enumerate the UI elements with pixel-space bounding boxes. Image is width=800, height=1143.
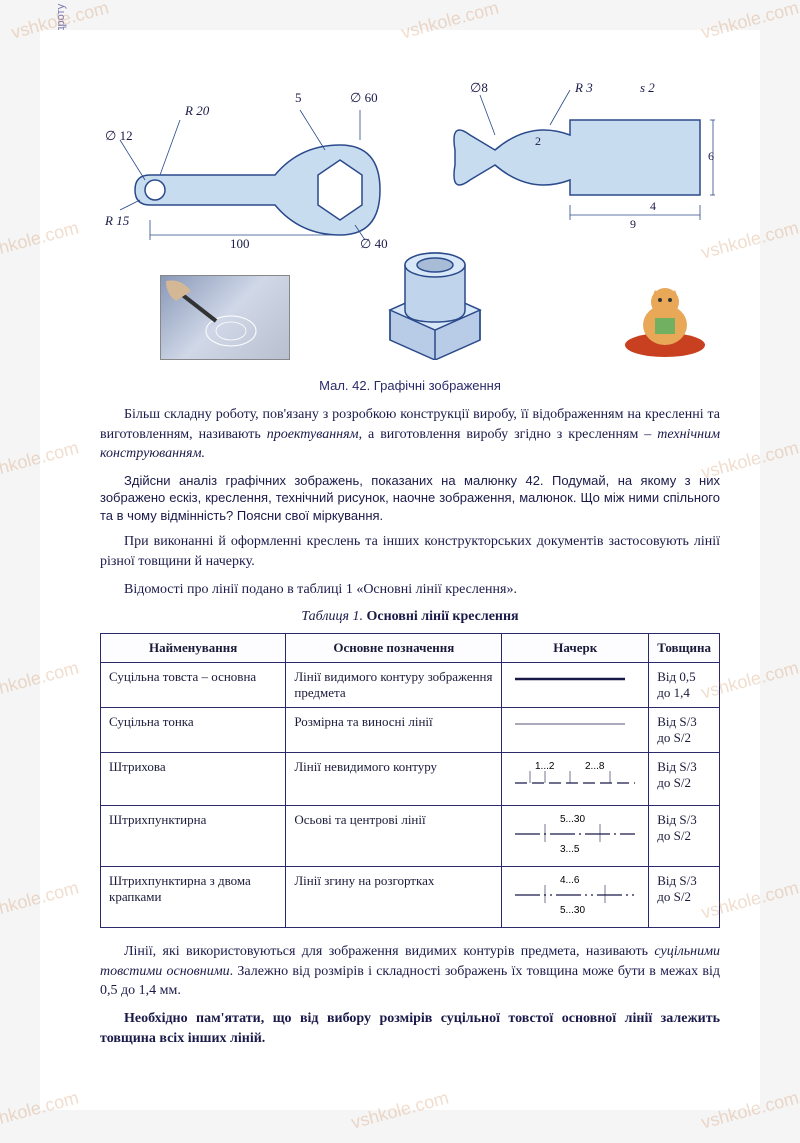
cell-desc: Розмірна та виносні лінії xyxy=(286,708,502,753)
paragraph-table-ref: Відомості про лінії подано в таблиці 1 «… xyxy=(100,580,720,600)
svg-text:R 20: R 20 xyxy=(184,103,210,118)
cell-desc: Осьові та центрові лінії xyxy=(286,806,502,867)
svg-text:5: 5 xyxy=(295,90,302,105)
wrench-drawing-right: ∅8 R 3 s 2 2 4 9 6 xyxy=(440,80,720,230)
svg-text:5...30: 5...30 xyxy=(560,814,585,825)
svg-text:6: 6 xyxy=(708,149,714,163)
paragraph-solid-lines: Лінії, які використовуються для зображен… xyxy=(100,942,720,1001)
cell-stroke-dashed: 1...2 2...8 xyxy=(502,753,649,806)
figure-42-diagrams: R 20 ∅ 12 R 15 100 5 ∅ 60 ∅ 40 ∅8 xyxy=(100,80,720,370)
cell-thick: Від S/3до S/2 xyxy=(649,708,720,753)
cell-desc: Лінії видимого контуру зображення предме… xyxy=(286,663,502,708)
svg-text:3...5: 3...5 xyxy=(560,844,580,855)
page-content: R 20 ∅ 12 R 15 100 5 ∅ 60 ∅ 40 ∅8 xyxy=(40,30,760,1110)
th-desc: Основне позначення xyxy=(286,634,502,663)
svg-text:2...8: 2...8 xyxy=(585,761,605,772)
text-italic: проектуванням xyxy=(267,427,359,442)
table-title-num: Таблиця 1. xyxy=(301,609,363,624)
cell-desc: Лінії невидимого контуру xyxy=(286,753,502,806)
cell-thick: Від S/3до S/2 xyxy=(649,753,720,806)
cell-stroke-dash-dot-dot: 4...6 5...30 xyxy=(502,867,649,928)
table-row: Суцільна тонка Розмірна та виносні лінії… xyxy=(101,708,720,753)
svg-text:R 15: R 15 xyxy=(104,213,130,228)
cell-name: Суцільна товста – основна xyxy=(101,663,286,708)
cell-thick: Від S/3до S/2 xyxy=(649,806,720,867)
text-span: Лінії, які використовуються для зображен… xyxy=(124,944,654,959)
cell-thick: Від 0,5до 1,4 xyxy=(649,663,720,708)
paragraph-analysis: Здійсни аналіз графічних зображень, пока… xyxy=(100,472,720,525)
svg-text:4...6: 4...6 xyxy=(560,875,580,886)
lines-table: Найменування Основне позначення Начерк Т… xyxy=(100,633,720,928)
table-row: Штрихпунктирна з двома крапками Лінії зг… xyxy=(101,867,720,928)
paragraph-proektuvannya: Більш складну роботу, пов'язану з розроб… xyxy=(100,405,720,464)
cartoon-cat-illustration xyxy=(620,280,710,360)
cell-name: Штрихпунктирна з двома крапками xyxy=(101,867,286,928)
th-thickness: Товщина xyxy=(649,634,720,663)
svg-text:∅ 12: ∅ 12 xyxy=(105,128,133,143)
paragraph-lines-usage: При виконанні й оформленні креслень та і… xyxy=(100,532,720,571)
svg-text:5...30: 5...30 xyxy=(560,905,585,916)
svg-text:R 3: R 3 xyxy=(574,80,593,95)
svg-text:4: 4 xyxy=(650,199,656,213)
cell-stroke-dash-dot: 5...30 3...5 xyxy=(502,806,649,867)
cell-thick: Від S/3до S/2 xyxy=(649,867,720,928)
svg-text:1...2: 1...2 xyxy=(535,761,555,772)
figure-caption: Мал. 42. Графічні зображення xyxy=(100,378,720,393)
table-row: Штрихпунктирна Осьові та центрові лінії … xyxy=(101,806,720,867)
cell-stroke-solid-thin xyxy=(502,708,649,753)
cell-desc: Лінії згину на розгортках xyxy=(286,867,502,928)
cell-name: Суцільна тонка xyxy=(101,708,286,753)
hand-drawing-photo xyxy=(160,275,290,360)
th-stroke: Начерк xyxy=(502,634,649,663)
table-row: Штрихова Лінії невидимого контуру 1...2 … xyxy=(101,753,720,806)
svg-text:s 2: s 2 xyxy=(640,80,655,95)
table-row: Суцільна товста – основна Лінії видимого… xyxy=(101,663,720,708)
cell-name: Штрихова xyxy=(101,753,286,806)
bushing-3d-drawing xyxy=(370,230,500,360)
svg-text:∅ 60: ∅ 60 xyxy=(350,90,378,105)
cell-stroke-solid-thick xyxy=(502,663,649,708)
cell-name: Штрихпунктирна xyxy=(101,806,286,867)
wrench-drawing-left: R 20 ∅ 12 R 15 100 5 ∅ 60 ∅ 40 xyxy=(100,80,390,250)
svg-text:100: 100 xyxy=(230,236,250,250)
svg-text:9: 9 xyxy=(630,217,636,230)
paragraph-important-note: Необхідно пам'ятати, що від вибору розмі… xyxy=(100,1009,720,1048)
svg-text:2: 2 xyxy=(535,134,541,148)
text-span: , а виготовлення виробу згідно з креслен… xyxy=(359,427,658,442)
th-name: Найменування xyxy=(101,634,286,663)
table-title: Таблиця 1. Основні лінії креслення xyxy=(100,609,720,625)
table-title-text: Основні лінії креслення xyxy=(363,609,519,624)
svg-text:∅8: ∅8 xyxy=(470,80,488,95)
